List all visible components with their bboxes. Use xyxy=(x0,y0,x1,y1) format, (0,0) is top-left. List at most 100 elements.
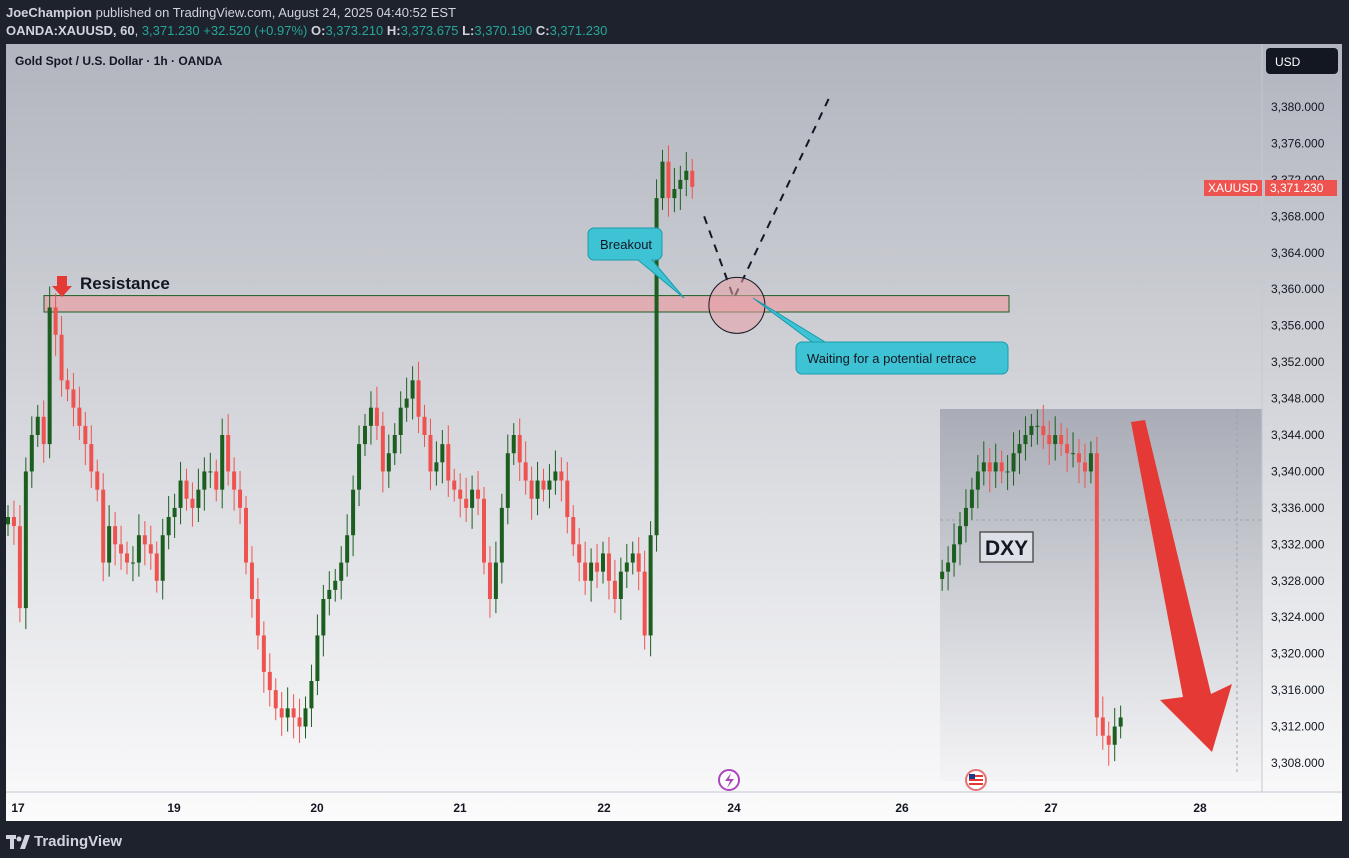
xau-candle xyxy=(267,653,272,707)
xau-candle-body xyxy=(482,498,486,563)
xau-candle xyxy=(345,514,350,577)
close-value: 3,371.230 xyxy=(549,23,608,38)
dxy-label: DXY xyxy=(985,537,1028,560)
dxy-candle xyxy=(975,455,980,509)
xau-candle-body xyxy=(684,170,689,180)
xau-candle-body xyxy=(565,480,570,517)
xau-candle xyxy=(380,411,385,493)
y-tick-label: 3,348.000 xyxy=(1271,392,1325,406)
dxy-candle xyxy=(1106,721,1111,766)
xau-candle-body xyxy=(208,471,213,473)
breakout-callout[interactable]: Breakout xyxy=(587,227,685,299)
footer-brand[interactable]: TradingView xyxy=(6,833,122,850)
xau-candle xyxy=(398,391,403,454)
event-icon-us-flag[interactable] xyxy=(965,769,987,791)
xau-candle-body xyxy=(410,380,415,399)
resistance-zone[interactable] xyxy=(43,295,1010,313)
xau-candle-body xyxy=(238,489,243,508)
xau-candle xyxy=(53,293,58,356)
xau-candle xyxy=(208,452,213,488)
xau-candle xyxy=(374,386,379,441)
xau-candle xyxy=(368,391,373,445)
y-tick-label: 3,344.000 xyxy=(1271,428,1325,442)
author-name[interactable]: JoeChampion xyxy=(6,5,92,20)
xau-candle xyxy=(255,578,260,650)
time-axis[interactable]: 17 19 20 21 22 24 26 27 28 xyxy=(11,801,1207,815)
price-tag-value: 3,371.230 xyxy=(1270,181,1324,195)
xau-candle-body xyxy=(618,571,623,599)
dxy-candle xyxy=(1005,455,1010,491)
xau-candle-body xyxy=(29,435,34,472)
xau-candle xyxy=(65,368,70,402)
dxy-candle-body xyxy=(1077,453,1081,463)
xau-candle-body xyxy=(511,435,516,454)
xau-candle-body xyxy=(571,517,576,545)
xau-candle-body xyxy=(368,407,373,426)
xau-candle xyxy=(321,584,326,657)
dxy-candle xyxy=(1011,432,1016,486)
x-tick-label: 20 xyxy=(310,801,324,815)
xau-candle-body xyxy=(541,480,546,490)
xau-candle xyxy=(226,414,231,486)
xau-candle xyxy=(660,149,665,210)
dxy-candle-body xyxy=(1017,444,1022,454)
dxy-candle-body xyxy=(1071,453,1076,455)
xau-candle-body xyxy=(190,498,195,508)
xau-candle xyxy=(238,470,243,525)
price-axis[interactable]: 3,380.0003,376.0003,372.0003,368.0003,36… xyxy=(1271,100,1325,770)
xau-candle xyxy=(202,457,207,511)
retrace-callout[interactable]: Waiting for a potential retrace xyxy=(752,297,1009,375)
close-label: C: xyxy=(535,23,550,38)
xau-candle xyxy=(529,466,534,520)
xau-candle-body xyxy=(487,562,492,599)
xau-candle-body xyxy=(535,480,540,499)
xau-candle xyxy=(214,459,219,502)
xau-candle-body xyxy=(297,717,302,727)
high-label: H: xyxy=(386,23,401,38)
xau-candle-body xyxy=(220,435,225,490)
xau-candle-body xyxy=(529,480,534,499)
xau-candle-body xyxy=(470,489,475,508)
xau-candle xyxy=(678,165,683,210)
retrace-circle[interactable] xyxy=(708,276,766,334)
xau-candle-body xyxy=(130,562,135,564)
dxy-candle xyxy=(1112,707,1117,762)
bearish-arrow-icon xyxy=(1131,420,1232,752)
xau-candle-body xyxy=(392,435,397,454)
xau-candle-body xyxy=(184,480,189,499)
xau-candle-body xyxy=(612,580,617,599)
currency-button[interactable]: USD xyxy=(1266,48,1338,74)
xau-candle xyxy=(261,621,266,693)
xau-candle-body xyxy=(35,416,40,435)
xau-candle xyxy=(59,316,64,397)
xau-candle xyxy=(303,696,308,739)
dxy-candle xyxy=(952,523,957,577)
xau-candle xyxy=(166,496,171,550)
xau-candle xyxy=(446,425,451,497)
xau-candle-body xyxy=(267,671,272,691)
xau-candle-body xyxy=(505,453,510,508)
high-value: 3,373.675 xyxy=(400,23,459,38)
xau-candle-body xyxy=(41,416,46,445)
dxy-candle-body xyxy=(963,507,968,527)
dxy-candle-body xyxy=(1041,425,1046,435)
dxy-candle-body xyxy=(987,462,992,472)
xau-candle-body xyxy=(172,507,177,517)
xau-candle xyxy=(690,158,695,199)
brand-name: TradingView xyxy=(34,833,123,850)
dxy-candle xyxy=(993,443,998,488)
chart-title: Gold Spot / U.S. Dollar · 1h · OANDA xyxy=(15,54,223,68)
xau-candle-body xyxy=(71,389,76,408)
event-icon-flash[interactable] xyxy=(718,769,740,791)
xau-candle-body xyxy=(363,425,367,445)
xau-candle xyxy=(249,546,254,618)
xau-candle-body xyxy=(89,444,94,472)
xau-candle xyxy=(309,664,314,728)
dxy-candle-body xyxy=(1106,735,1111,745)
xau-candle xyxy=(464,477,469,523)
xau-candle xyxy=(434,441,439,486)
dxy-candle-body xyxy=(1112,726,1117,745)
xau-candle xyxy=(148,525,153,570)
xau-candle-body xyxy=(404,398,409,408)
